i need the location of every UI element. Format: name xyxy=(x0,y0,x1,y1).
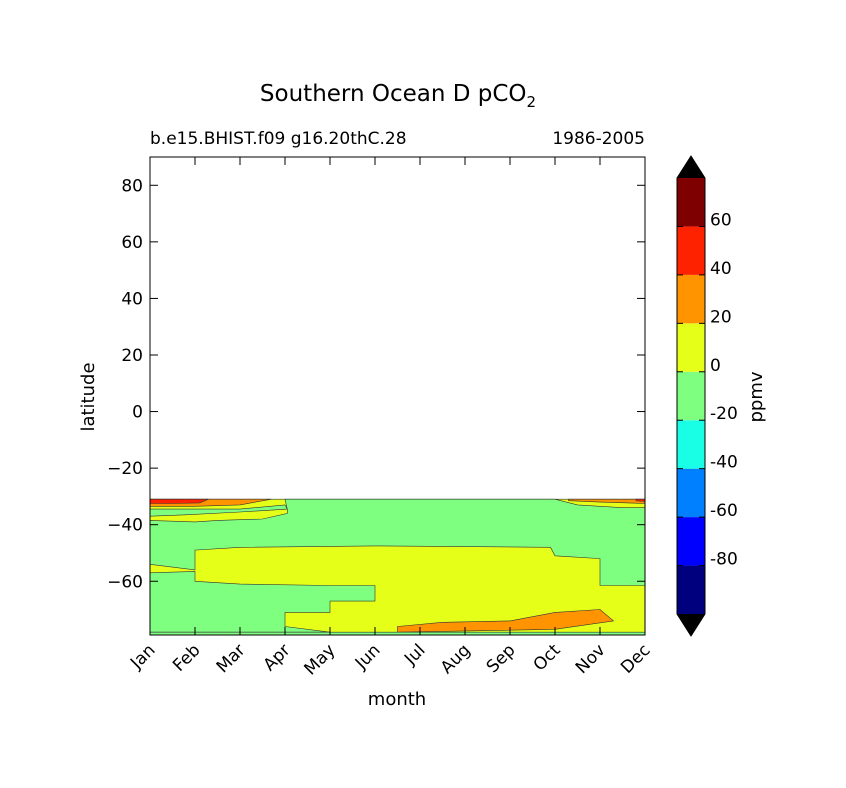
x-tick-label: Jul xyxy=(400,640,429,669)
x-axis-label: month xyxy=(368,689,426,710)
colorbar-tick-label: -20 xyxy=(710,404,738,424)
y-tick-label: 0 xyxy=(132,403,143,423)
chart-subtitle-right: 1986-2005 xyxy=(552,129,645,149)
colorbar-extend-high xyxy=(677,156,705,178)
colorbar-segment xyxy=(677,565,705,614)
x-tick-label: Sep xyxy=(483,640,520,677)
contour-region-4 xyxy=(397,609,615,633)
x-tick-label: Oct xyxy=(530,640,565,675)
y-tick-label: −60 xyxy=(107,572,143,592)
x-tick-label: Dec xyxy=(617,640,654,677)
colorbar-tick-label: 40 xyxy=(710,259,732,279)
colorbar-segment xyxy=(677,226,705,275)
x-tick-label: Mar xyxy=(213,640,250,677)
colorbar-segment xyxy=(677,468,705,518)
colorbar-segment xyxy=(677,420,705,469)
y-tick-label: 80 xyxy=(121,176,143,196)
y-tick-label: −20 xyxy=(107,459,143,479)
colorbar-tick-label: -40 xyxy=(710,453,738,473)
colorbar-extend-low xyxy=(677,614,705,636)
y-tick-label: 60 xyxy=(121,233,143,253)
x-tick-label: Apr xyxy=(260,640,295,675)
colorbar-segment xyxy=(677,517,705,566)
colorbar-tick-label: 0 xyxy=(710,356,721,376)
x-tick-label: Nov xyxy=(572,640,610,678)
y-tick-label: 20 xyxy=(121,346,143,366)
contour-region-1 xyxy=(150,504,288,517)
colorbar-tick-label: 60 xyxy=(710,210,732,230)
y-tick-label: 40 xyxy=(121,289,143,309)
colorbar-segment xyxy=(677,178,705,227)
colorbar-segment xyxy=(677,323,705,372)
y-tick-label: −40 xyxy=(107,516,143,536)
colorbar-tick-label: -60 xyxy=(710,501,738,521)
x-tick-label: Feb xyxy=(169,640,204,675)
colorbar: 60 40 20 0 -20 -40 -60 -80 xyxy=(676,155,738,637)
x-tick-label: Jan xyxy=(126,640,159,673)
contour-region-2 xyxy=(150,498,645,586)
colorbar-outline xyxy=(676,155,706,637)
contour-region-6 xyxy=(568,498,645,504)
x-tick-label: Jun xyxy=(351,640,385,674)
chart-subtitle-left: b.e15.BHIST.f09 g16.20thC.28 xyxy=(150,129,407,149)
colorbar-segment xyxy=(677,371,705,421)
colorbar-tick-label: -80 xyxy=(710,550,738,570)
x-tick-label: May xyxy=(301,640,340,679)
contour-region-3 xyxy=(150,571,376,633)
colorbar-label: ppmv xyxy=(746,371,767,422)
contour-region-8 xyxy=(635,498,645,502)
plot-frame xyxy=(149,156,646,636)
contour-fill-group xyxy=(150,498,645,635)
colorbar-segment xyxy=(677,274,705,324)
x-tick-label: Aug xyxy=(437,640,475,678)
contour-region-7 xyxy=(150,498,209,504)
colorbar-tick-label: 20 xyxy=(710,307,732,327)
y-axis: 80 60 40 20 0 −20 −40 −60 xyxy=(107,176,645,592)
chart-title: Southern Ocean D pCO2 xyxy=(260,81,536,111)
y-axis-label: latitude xyxy=(78,362,99,431)
contour-region-9 xyxy=(150,631,645,635)
